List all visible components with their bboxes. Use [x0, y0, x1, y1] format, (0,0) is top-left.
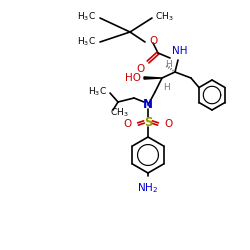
Text: H$_3$C: H$_3$C [77, 11, 96, 23]
Text: O: O [149, 36, 157, 46]
Text: O: O [124, 119, 132, 129]
Polygon shape [144, 77, 162, 79]
Text: S: S [144, 116, 152, 128]
Text: H$_3$C: H$_3$C [88, 86, 107, 98]
Text: H$_3$C: H$_3$C [77, 36, 96, 48]
Text: NH$_2$: NH$_2$ [138, 181, 158, 195]
Text: H: H [165, 60, 172, 69]
Text: O: O [137, 64, 145, 74]
Text: N: N [143, 98, 153, 110]
Text: NH: NH [172, 46, 188, 56]
Text: CH$_3$: CH$_3$ [155, 11, 174, 23]
Text: O: O [164, 119, 172, 129]
Text: H: H [163, 83, 170, 92]
Text: CH$_3$: CH$_3$ [110, 107, 128, 119]
Text: HO: HO [125, 73, 141, 83]
